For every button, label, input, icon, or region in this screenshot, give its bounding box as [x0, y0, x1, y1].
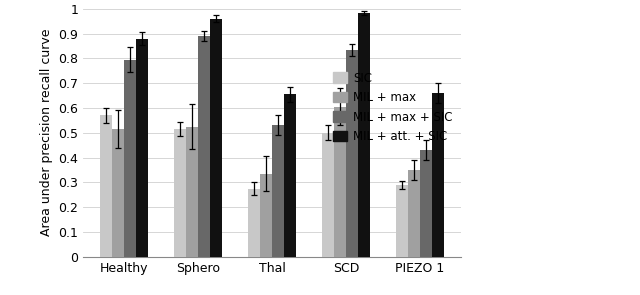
Y-axis label: Area under precision recall curve: Area under precision recall curve [40, 29, 52, 237]
Bar [420, 150, 432, 257]
Bar [174, 129, 186, 257]
Bar [396, 185, 408, 257]
Bar [248, 189, 260, 257]
Bar [186, 127, 198, 257]
Bar [358, 13, 370, 257]
Bar [100, 115, 112, 257]
Bar [408, 170, 420, 257]
Bar [346, 50, 358, 257]
Bar [136, 39, 148, 257]
Bar [272, 125, 284, 257]
Legend: SIC, MIL + max, MIL + max + SIC, MIL + att. + SIC: SIC, MIL + max, MIL + max + SIC, MIL + a… [331, 69, 455, 145]
Bar [210, 19, 221, 257]
Bar [198, 36, 210, 257]
Bar [432, 93, 444, 257]
Bar [124, 60, 136, 257]
Bar [112, 129, 124, 257]
Bar [284, 94, 296, 257]
Bar [334, 107, 346, 257]
Bar [323, 133, 334, 257]
Bar [260, 174, 272, 257]
